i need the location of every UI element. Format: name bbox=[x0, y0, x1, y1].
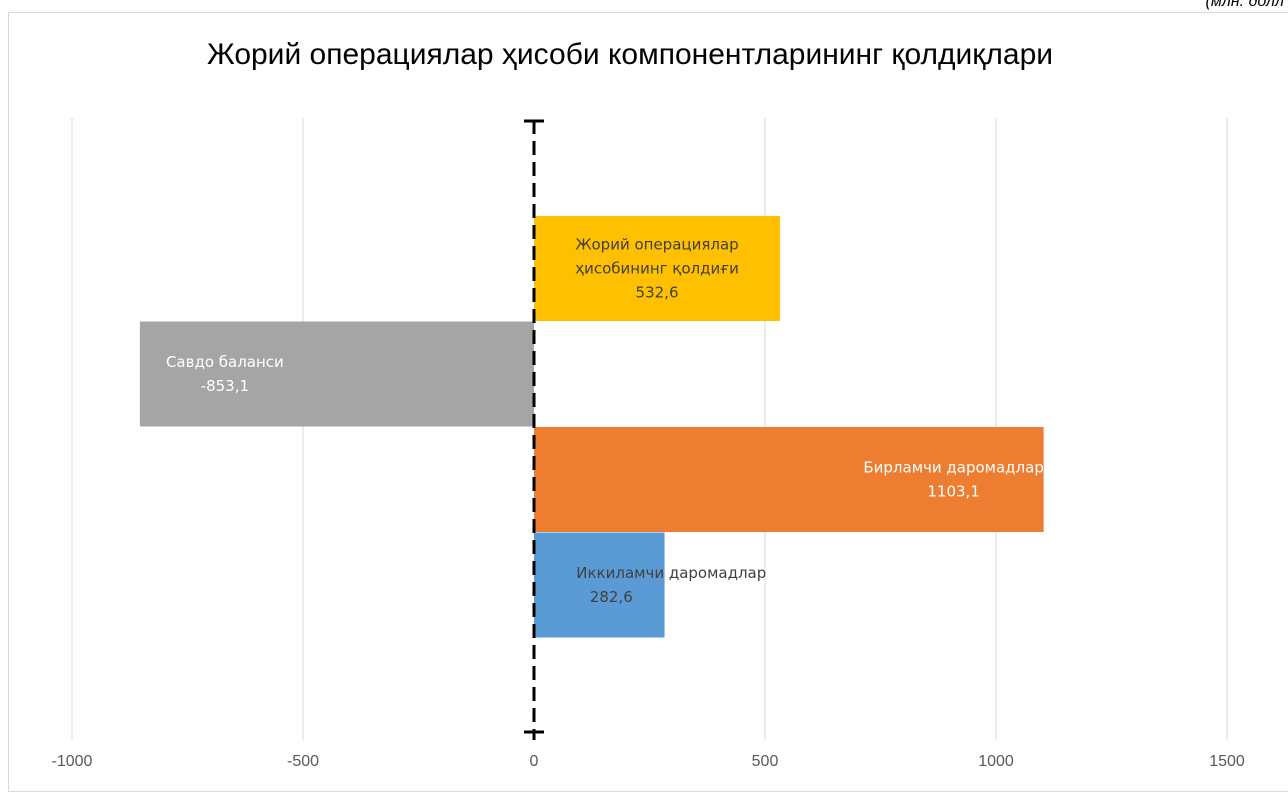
bar-value-label: -853,1 bbox=[201, 377, 249, 395]
x-tick-label: 1000 bbox=[978, 753, 1014, 770]
bar-name-label: Жорий операциялар bbox=[575, 236, 738, 254]
bar-name-label: Савдо баланси bbox=[166, 353, 284, 371]
x-tick-label: -500 bbox=[287, 753, 319, 770]
bar-name-label: ҳисобининг қолдиғи bbox=[575, 260, 739, 278]
bar-value-label: 282,6 bbox=[590, 588, 633, 606]
chart-title: Жорий операциялар ҳисоби компонентларини… bbox=[206, 38, 1054, 71]
x-tick-label: 1500 bbox=[1209, 753, 1245, 770]
bar-name-label: Бирламчи даромадлар bbox=[863, 459, 1043, 477]
bar bbox=[139, 321, 534, 427]
unit-note: (млн. долл bbox=[1205, 0, 1284, 10]
x-tick-label: 500 bbox=[752, 753, 779, 770]
bar-value-label: 532,6 bbox=[636, 284, 679, 302]
bar-value-label: 1103,1 bbox=[927, 483, 980, 501]
bar bbox=[534, 216, 781, 321]
bar-name-label: Иккиламчи даромадлар bbox=[576, 564, 766, 582]
bar-labels: Жорий операциялар ҳисобининг қолдиғи 532,6… bbox=[166, 236, 1044, 607]
bar bbox=[534, 532, 665, 638]
bars bbox=[139, 216, 1044, 638]
x-tick-label: 0 bbox=[530, 753, 539, 770]
x-tick-label: -1000 bbox=[52, 753, 93, 770]
bar bbox=[534, 427, 1044, 532]
bar-chart: Жорий операциялар ҳисобининг қолдиғи 532,6… bbox=[52, 118, 1245, 770]
x-tick-labels: -1000 -500 0 500 1000 1500 bbox=[52, 753, 1245, 770]
zero-axis bbox=[524, 119, 544, 740]
